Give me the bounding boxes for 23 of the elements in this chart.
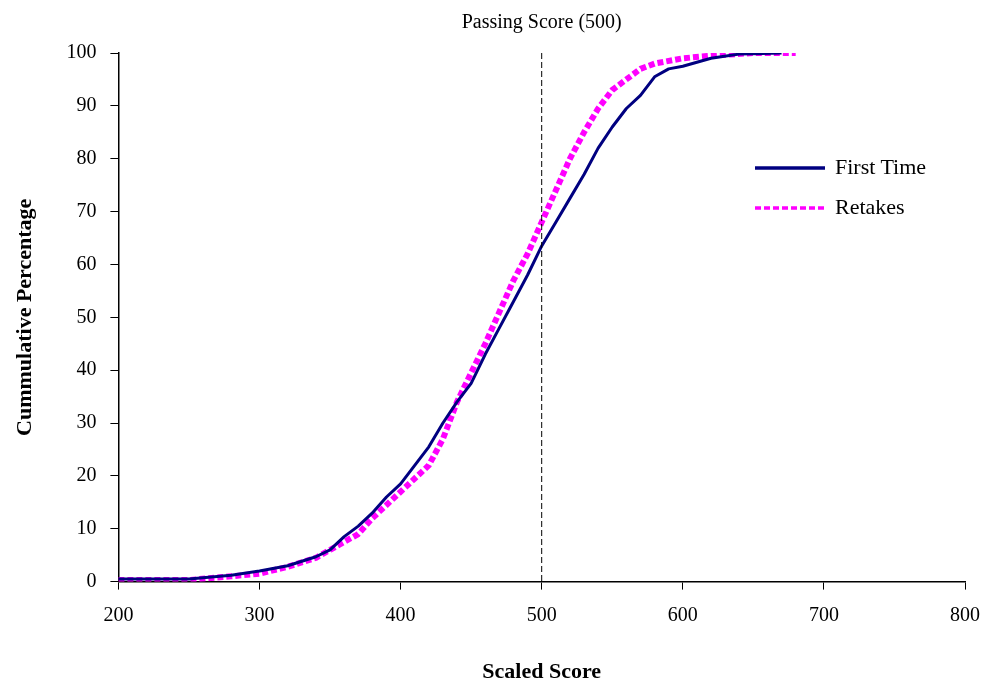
y-tick-label: 90 — [76, 93, 97, 116]
y-tick-label: 100 — [66, 40, 97, 63]
y-axis-title: Cummulative Percentage — [10, 198, 36, 436]
x-tick-label: 500 — [526, 602, 557, 625]
y-tick-label: 30 — [76, 410, 97, 433]
x-tick-label: 600 — [667, 602, 698, 625]
ref-line-label: Passing Score (500) — [461, 10, 622, 34]
y-tick-label: 10 — [76, 515, 97, 538]
y-tick-label: 60 — [76, 251, 97, 274]
y-tick-label: 20 — [76, 463, 97, 486]
y-tick-label: 0 — [86, 568, 97, 591]
legend-label: Retakes — [835, 193, 905, 219]
y-tick-label: 50 — [76, 304, 97, 327]
x-tick-label: 800 — [950, 602, 980, 625]
y-tick-label: 80 — [76, 145, 97, 168]
x-tick-label: 700 — [808, 602, 839, 625]
x-tick-label: 200 — [103, 602, 134, 625]
x-tick-label: 400 — [385, 602, 416, 625]
x-axis-title: Scaled Score — [482, 658, 602, 684]
y-tick-label: 70 — [76, 198, 97, 221]
y-tick-label: 40 — [76, 357, 97, 380]
x-tick-label: 300 — [244, 602, 275, 625]
legend-label: First Time — [835, 153, 927, 179]
